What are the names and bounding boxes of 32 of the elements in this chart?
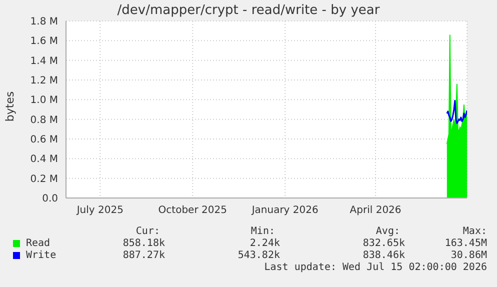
text: Min: <box>250 226 275 237</box>
x-tick-label: April 2026 <box>350 205 402 216</box>
y-tick-label: 0.0 <box>42 194 58 205</box>
y-tick-label: 1.0 M <box>30 95 58 106</box>
line-series <box>446 100 467 124</box>
text: 2.24k <box>250 238 280 249</box>
x-tick-label: October 2025 <box>158 205 227 216</box>
text: 887.27k <box>122 250 165 261</box>
y-tick-label: 1.4 M <box>30 56 58 67</box>
legend-label: Read <box>26 238 50 249</box>
text: 30.86M <box>450 250 487 261</box>
x-tick-label: January 2026 <box>250 205 318 216</box>
y-tick-label: 1.8 M <box>30 16 58 28</box>
text: Cur: <box>136 226 160 237</box>
y-axis-title: bytes <box>4 90 16 124</box>
text: 543.82k <box>238 250 280 261</box>
y-tick-label: 0.4 M <box>30 154 58 166</box>
text: 163.45M <box>444 238 487 249</box>
y-tick-label: 1.2 M <box>30 76 58 87</box>
y-tick-label: 0.8 M <box>30 114 58 126</box>
y-tick-label: 0.6 M <box>30 134 58 146</box>
legend-label: Write <box>26 250 56 261</box>
chart-title: /dev/mapper/crypt - read/write - by year <box>116 3 381 18</box>
text: Max: <box>462 226 487 237</box>
y-tick-label: 1.6 M <box>30 36 58 48</box>
y-tick-label: 0.2 M <box>30 174 58 185</box>
text: 858.18k <box>122 238 165 249</box>
text: 838.46k <box>362 250 405 261</box>
text: 832.65k <box>362 238 405 249</box>
text: Last update: Wed Jul 15 02:00:00 2026 <box>263 262 488 274</box>
x-tick-label: July 2025 <box>76 205 124 216</box>
text: Avg: <box>376 226 400 237</box>
